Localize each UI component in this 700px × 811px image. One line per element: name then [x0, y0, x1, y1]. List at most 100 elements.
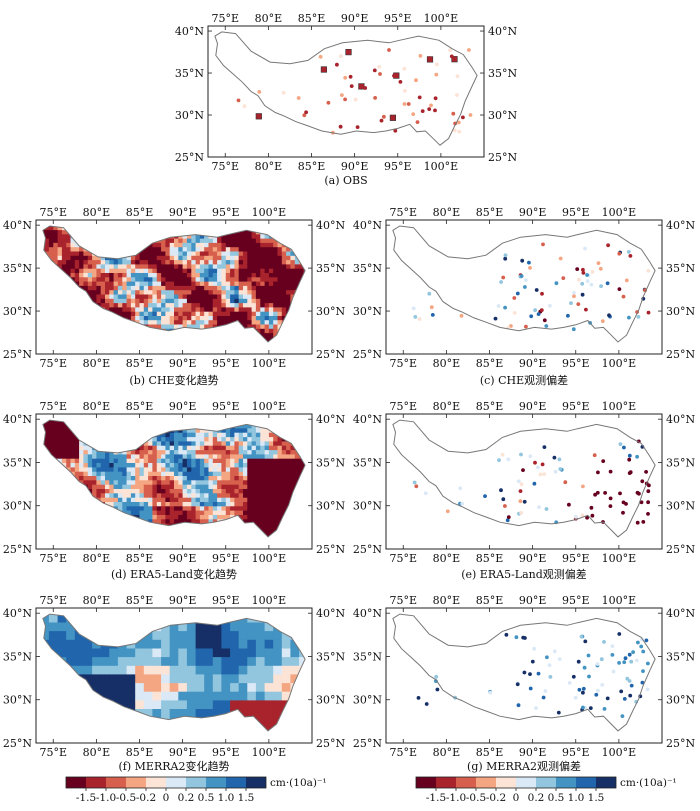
field-cell: [260, 510, 266, 515]
field-cell: [230, 298, 235, 304]
field-cell: [212, 484, 218, 489]
field-cell: [143, 492, 149, 498]
field-cell: [148, 276, 153, 282]
field-cell: [195, 259, 201, 265]
field-cell: [174, 501, 179, 507]
field-cell: [152, 445, 158, 451]
field-cell: [186, 246, 192, 252]
field-cell: [238, 293, 244, 299]
field-cell: [143, 475, 149, 481]
field-cell: [143, 501, 149, 507]
field-cell: [48, 536, 54, 537]
field-cell: [48, 436, 54, 442]
station-marker: [572, 290, 576, 295]
field-cell: [126, 531, 132, 537]
field-cell: [139, 514, 145, 520]
field-cell: [204, 614, 214, 623]
field-cell: [268, 436, 274, 442]
field-cell: [255, 536, 261, 537]
field-cell: [277, 536, 283, 537]
field-cell: [83, 302, 89, 308]
field-cell: [243, 272, 248, 278]
station-marker: [493, 316, 498, 321]
field-cell: [290, 323, 296, 329]
field-cell: [126, 501, 132, 507]
lon-tick-label: 90°E: [519, 206, 547, 219]
field-cell: [221, 458, 227, 463]
field-cell: [208, 492, 214, 498]
field-cell: [182, 523, 188, 528]
field-cell: [113, 436, 119, 442]
field-cell: [281, 281, 287, 286]
field-cell: [243, 246, 248, 252]
field-cell: [117, 272, 123, 278]
colorbar-swatch: [556, 777, 576, 788]
field-cell: [161, 323, 166, 329]
field-cell: [100, 293, 106, 299]
field-cell: [234, 298, 240, 304]
field-cell: [186, 462, 192, 468]
field-cell: [234, 458, 240, 463]
field-cell: [225, 255, 231, 261]
field-cell: [281, 665, 291, 675]
field-cell: [61, 440, 67, 446]
field-cell: [212, 665, 222, 675]
field-cell: [273, 289, 279, 295]
field-cell: [156, 420, 162, 425]
field-cell: [122, 246, 128, 252]
plateau-boundary: [392, 225, 656, 343]
field-cell: [260, 281, 266, 286]
field-cell: [268, 285, 274, 291]
field-cell: [161, 510, 166, 515]
field-cell: [100, 531, 106, 537]
field-cell: [130, 289, 136, 295]
field-cell: [264, 673, 274, 684]
field-cell: [113, 423, 119, 429]
field-cell: [238, 497, 244, 502]
field-cell: [281, 229, 287, 235]
field-cell: [199, 505, 205, 511]
field-cell: [299, 531, 304, 537]
field-cell: [286, 233, 291, 239]
field-cell: [148, 484, 153, 489]
field-cell: [264, 484, 270, 489]
field-cell: [299, 250, 304, 256]
field-cell: [156, 471, 162, 476]
field-cell: [96, 514, 102, 520]
field-cell: [161, 518, 166, 524]
field-cell: [212, 250, 218, 256]
field-cell: [53, 471, 59, 476]
field-cell: [57, 233, 63, 239]
field-cell: [130, 471, 136, 476]
field-cell: [247, 484, 253, 489]
field-cell: [70, 484, 76, 489]
field-cell: [87, 462, 93, 468]
field-cell: [277, 285, 283, 291]
field-cell: [161, 440, 166, 446]
field-cell: [126, 233, 132, 239]
field-cell: [247, 725, 257, 731]
field-cell: [195, 238, 201, 243]
field-cell: [74, 276, 80, 282]
field-cell: [303, 276, 306, 282]
lon-tick-label: 80°E: [83, 357, 111, 370]
field-cell: [208, 479, 214, 485]
field-cell: [238, 510, 244, 515]
field-cell: [113, 323, 119, 329]
field-cell: [92, 531, 97, 537]
field-cell: [79, 536, 84, 537]
colorbar-swatch: [576, 777, 596, 788]
field-cell: [191, 479, 197, 485]
station-marker: [434, 72, 439, 77]
field-cell: [191, 281, 197, 286]
map-frame: [385, 219, 663, 355]
field-cell: [53, 229, 59, 235]
field-cell: [243, 427, 248, 433]
field-cell: [186, 423, 192, 429]
field-cell: [143, 639, 153, 649]
field-cell: [169, 427, 175, 433]
field-cell: [260, 466, 266, 472]
field-cell: [217, 255, 222, 261]
field-cell: [53, 328, 59, 334]
field-cell: [74, 427, 80, 433]
